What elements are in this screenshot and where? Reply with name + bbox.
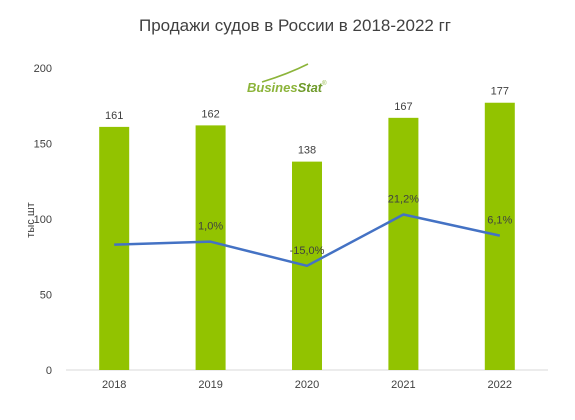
bar-value-label: 161 [105, 110, 123, 122]
bar-value-label: 138 [298, 145, 316, 157]
logo-swoosh-icon [261, 63, 309, 83]
y-axis-ticks: 0 50 100 150 200 [34, 63, 52, 377]
x-tick-label: 2020 [295, 379, 319, 391]
line-value-label: 21,2% [388, 193, 419, 205]
bar [99, 126, 130, 370]
y-axis-label: тыс шт [25, 202, 37, 237]
chart-title: Продажи судов в России в 2018-2022 гг [139, 16, 451, 35]
y-tick-label: 200 [34, 63, 52, 75]
x-tick-label: 2021 [391, 379, 415, 391]
y-tick-label: 50 [40, 290, 52, 302]
bar-value-label: 177 [491, 86, 509, 98]
x-tick-label: 2022 [488, 379, 512, 391]
line-series [114, 213, 501, 268]
line-value-label: 1,0% [198, 221, 223, 233]
bar-value-label: 162 [201, 108, 219, 120]
line-value-label: -15,0% [290, 245, 325, 257]
y-tick-label: 0 [46, 365, 52, 377]
businesstat-logo: BusinesStat® [247, 63, 327, 95]
bar-data-labels: 161 162 138 167 177 [105, 86, 509, 157]
line-value-label: 6,1% [487, 215, 512, 227]
bar [484, 102, 515, 370]
line-data-labels: 1,0% -15,0% 21,2% 6,1% [198, 193, 512, 256]
bar-value-label: 167 [394, 101, 412, 113]
x-tick-label: 2019 [198, 379, 222, 391]
y-tick-label: 100 [34, 214, 52, 226]
bar [195, 125, 226, 370]
logo-text: BusinesStat® [247, 80, 327, 95]
x-tick-label: 2018 [102, 379, 126, 391]
y-tick-label: 150 [34, 139, 52, 151]
bars [99, 102, 515, 370]
x-axis-ticks: 2018 2019 2020 2021 2022 [102, 379, 512, 391]
bar [388, 117, 419, 370]
